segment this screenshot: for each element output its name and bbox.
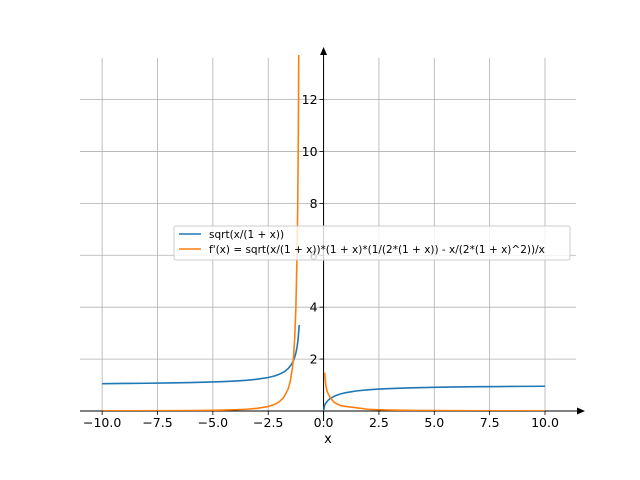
series-1-line-segment-1 [102,324,301,385]
grid [80,58,576,411]
y-tick-label-0: 2 [310,352,318,367]
ticks: −10.0−7.5−5.0−2.50.02.55.07.510.02468101… [83,92,559,430]
x-tick-label-2: −5.0 [198,415,228,430]
x-tick-label-4: 0.0 [314,415,334,430]
x-tick-label-5: 2.5 [369,415,389,430]
x-tick-label-6: 5.0 [424,415,444,430]
y-tick-label-5: 12 [302,92,318,107]
y-tick-label-4: 10 [302,144,318,159]
legend: sqrt(x/(1 + x)) f'(x) = sqrt(x/(1 + x))*… [173,225,571,261]
x-tick-label-0: −10.0 [83,415,121,430]
x-tick-label-1: −7.5 [142,415,172,430]
y-tick-label-1: 4 [310,300,318,315]
series-2-line-segment-2 [323,372,546,411]
x-axis-label: x [324,432,332,447]
x-axis-arrow [577,407,585,415]
legend-box [173,225,571,261]
x-tick-label-8: 10.0 [531,415,559,430]
x-tick-label-3: −2.5 [253,415,283,430]
y-axis-arrow [320,47,328,55]
legend-label-series-2: f'(x) = sqrt(x/(1 + x))*(1 + x)*(1/(2*(1… [209,244,545,256]
legend-label-series-1: sqrt(x/(1 + x)) [209,229,284,241]
y-tick-label-3: 8 [310,196,318,211]
x-tick-label-7: 7.5 [480,415,500,430]
series-1-line-segment-2 [322,385,546,411]
